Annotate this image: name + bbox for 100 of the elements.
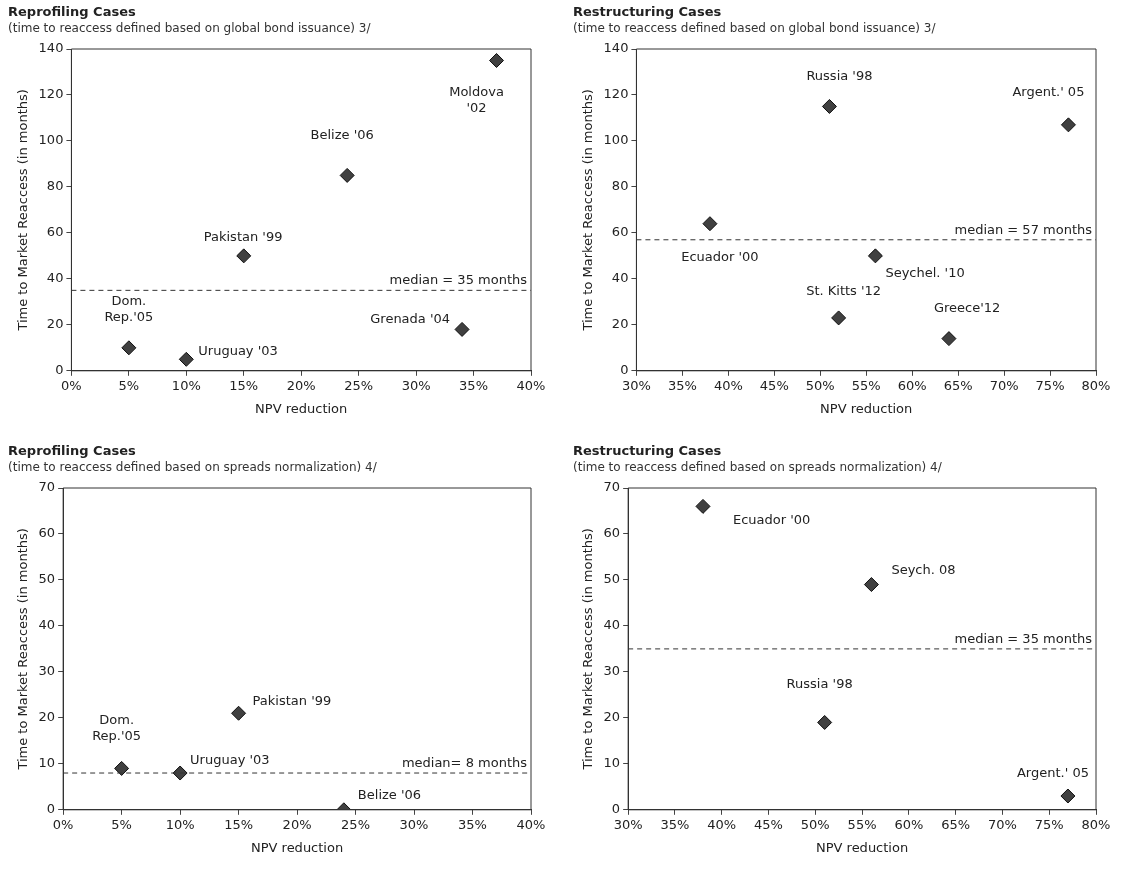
x-tick-label: 25% xyxy=(341,816,371,832)
x-axis-title: NPV reduction xyxy=(250,839,344,855)
y-tick-label: 20 xyxy=(38,709,56,725)
x-tick-label: 75% xyxy=(1035,377,1065,393)
x-tick-label: 65% xyxy=(941,816,971,832)
x-tick-label: 30% xyxy=(399,816,429,832)
x-tick-label: 15% xyxy=(229,377,259,393)
x-tick-label: 45% xyxy=(759,377,789,393)
y-tick-label: 20 xyxy=(611,316,629,332)
x-tick-label: 30% xyxy=(621,377,651,393)
ref-line-label: median = 35 months xyxy=(389,272,528,288)
x-tick-label: 30% xyxy=(613,816,643,832)
x-tick-label: 25% xyxy=(344,377,374,393)
x-tick-label: 10% xyxy=(165,816,195,832)
point xyxy=(121,340,137,356)
x-tick-label: 40% xyxy=(516,377,546,393)
annotation: Grenada '04 xyxy=(370,310,451,326)
x-tick-label: 50% xyxy=(805,377,835,393)
y-tick-label: 50 xyxy=(38,571,56,587)
y-tick-label: 120 xyxy=(603,86,629,102)
point xyxy=(821,98,837,114)
chart-title: Reprofiling Cases xyxy=(8,4,137,19)
y-tick-label: 0 xyxy=(620,362,629,378)
point xyxy=(863,577,879,593)
y-tick-label: 100 xyxy=(603,132,629,148)
point xyxy=(231,705,247,721)
annotation: Ecuador '00 xyxy=(681,249,759,265)
point xyxy=(867,248,883,264)
point xyxy=(114,760,130,776)
y-tick-label: 30 xyxy=(38,663,56,679)
y-tick-label: 100 xyxy=(38,132,64,148)
point xyxy=(236,248,252,264)
x-tick-label: 80% xyxy=(1081,377,1111,393)
point xyxy=(1060,117,1076,133)
y-tick-label: 50 xyxy=(603,571,621,587)
annotation: Greece'12 xyxy=(933,299,1001,315)
y-tick-label: 40 xyxy=(46,270,64,286)
annotation: Russia '98 xyxy=(806,67,873,83)
x-tick-label: 40% xyxy=(516,816,546,832)
y-tick-label: 120 xyxy=(38,86,64,102)
y-tick-label: 70 xyxy=(603,479,621,495)
point xyxy=(695,498,711,514)
annotation: Ecuador '00 xyxy=(733,511,811,527)
x-tick-label: 40% xyxy=(707,816,737,832)
x-tick-label: 45% xyxy=(754,816,783,832)
y-tick-label: 0 xyxy=(55,362,64,378)
x-tick-label: 65% xyxy=(943,377,973,393)
point xyxy=(1060,788,1076,804)
x-tick-label: 60% xyxy=(894,816,924,832)
annotation: Belize '06 xyxy=(310,126,374,142)
y-axis-title: Time to Market Reaccess (in months) xyxy=(580,89,596,332)
point xyxy=(702,216,718,232)
annotation: Uruguay '03 xyxy=(198,342,278,358)
y-tick-label: 30 xyxy=(603,663,621,679)
x-tick-label: 0% xyxy=(52,816,74,832)
x-tick-label: 5% xyxy=(111,816,132,832)
ref-line-label: median= 8 months xyxy=(401,754,528,770)
y-tick-label: 40 xyxy=(603,617,621,633)
y-axis-title: Time to Market Reaccess (in months) xyxy=(15,528,31,771)
y-tick-label: 0 xyxy=(46,801,56,817)
annotation: Russia '98 xyxy=(786,675,853,691)
x-tick-label: 40% xyxy=(713,377,743,393)
chart-title: Restructuring Cases xyxy=(573,4,723,19)
annotation: Argent.' 05 xyxy=(1016,765,1089,781)
x-tick-label: 70% xyxy=(987,816,1017,832)
chart-subtitle: (time to reaccess defined based on global bond issuance) 3/ xyxy=(573,21,937,35)
x-tick-label: 70% xyxy=(989,377,1019,393)
x-tick-label: 0% xyxy=(61,377,82,393)
y-tick-label: 140 xyxy=(38,40,64,56)
annotation: Dom. Rep.'05 xyxy=(92,711,142,743)
ref-line-label: median = 57 months xyxy=(954,221,1093,237)
annotation: Uruguay '03 xyxy=(190,752,270,768)
x-axis-title: NPV reduction xyxy=(815,839,909,855)
y-tick-label: 10 xyxy=(38,755,56,771)
x-tick-label: 55% xyxy=(847,816,877,832)
chart-title: Reprofiling Cases xyxy=(8,443,137,458)
chart-subtitle: (time to reaccess defined based on spreads normalization) 4/ xyxy=(8,460,378,474)
chart-title: Restructuring Cases xyxy=(573,443,723,458)
annotation: Belize '06 xyxy=(357,787,422,803)
y-tick-label: 20 xyxy=(46,316,64,332)
x-tick-label: 60% xyxy=(897,377,927,393)
y-tick-label: 10 xyxy=(603,755,621,771)
y-tick-label: 60 xyxy=(611,224,629,240)
x-tick-label: 20% xyxy=(282,816,312,832)
y-tick-label: 60 xyxy=(46,224,64,240)
point xyxy=(178,351,194,367)
y-tick-label: 70 xyxy=(38,479,56,495)
annotation: Pakistan '99 xyxy=(203,229,283,245)
x-axis-title: NPV reduction xyxy=(820,400,913,416)
point xyxy=(831,310,847,326)
x-tick-label: 35% xyxy=(459,377,488,393)
y-tick-label: 60 xyxy=(38,525,56,541)
chart-subtitle: (time to reaccess defined based on global bond issuance) 3/ xyxy=(8,21,372,35)
y-axis-title: Time to Market Reaccess (in months) xyxy=(15,89,31,332)
y-tick-label: 140 xyxy=(603,40,629,56)
annotation: Seych. 08 xyxy=(891,561,956,577)
x-tick-label: 35% xyxy=(667,377,697,393)
y-tick-label: 40 xyxy=(38,617,56,633)
x-axis-title: NPV reduction xyxy=(255,400,348,416)
annotation: Moldova '02 xyxy=(449,83,504,115)
